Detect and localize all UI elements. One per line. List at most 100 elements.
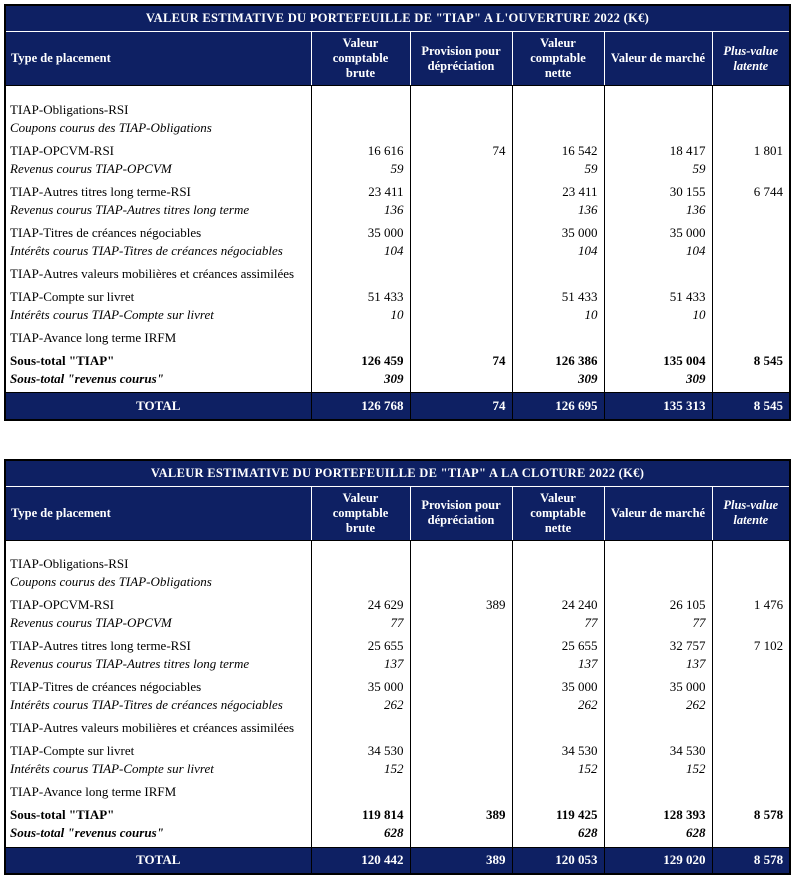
value-cell-0: 59 — [310, 159, 410, 178]
value-cell-0: 35 000 — [310, 223, 410, 242]
value-cell-2: 262 — [511, 696, 604, 714]
row-label: Intérêts courus TIAP-Compte sur livret — [10, 761, 214, 776]
spacer-cell — [711, 540, 791, 555]
spacer-cell — [511, 540, 604, 555]
spacer-cell — [511, 218, 604, 224]
spacer-cell — [310, 346, 410, 352]
spacer-cell — [409, 778, 512, 783]
table-row: TIAP-Titres de créances négociables 35 00… — [5, 678, 791, 696]
value-cell-4 — [711, 783, 791, 801]
row-label: Sous-total "TIAP" — [10, 807, 115, 822]
value-cell-0 — [310, 555, 410, 573]
row-label: TIAP-Obligations-RSI — [10, 556, 129, 571]
value-cell-4 — [711, 328, 791, 347]
row-label: TIAP-Avance long terme IRFM — [10, 329, 177, 345]
row-label: Sous-total "revenus courus" — [10, 825, 164, 840]
spacer-cell — [409, 673, 512, 678]
spacer-row — [5, 282, 791, 288]
table-row: TIAP-OPCVM-RSI 24 629 389 24 240 26 105 1 476 — [5, 596, 791, 614]
value-cell-0: 309 — [310, 369, 410, 388]
total-value-cell-3: 129 020 — [603, 846, 712, 874]
value-cell-4 — [711, 100, 791, 119]
table-row: TIAP-OPCVM-RSI 16 616 74 16 542 18 417 1 801 — [5, 141, 791, 160]
value-cell-2: 309 — [511, 369, 604, 388]
value-cell-1 — [409, 573, 512, 591]
spacer-cell — [511, 632, 604, 637]
spacer-row — [5, 591, 791, 596]
value-cell-1 — [409, 287, 512, 306]
value-cell-1: 74 — [409, 141, 512, 160]
row-label: Coupons courus des TIAP-Obligations — [10, 574, 212, 589]
spacer-cell — [603, 323, 712, 329]
row-label: TIAP-Compte sur livret — [10, 288, 135, 304]
spacer-cell — [310, 632, 410, 637]
spacer-cell — [603, 540, 712, 555]
value-cell-0: 25 655 — [310, 637, 410, 655]
value-cell-3 — [603, 118, 712, 137]
spacer-cell — [310, 218, 410, 224]
spacer-cell — [310, 714, 410, 719]
value-cell-0: 51 433 — [310, 287, 410, 306]
spacer-row — [5, 346, 791, 352]
spacer-cell — [310, 778, 410, 783]
value-cell-0: 35 000 — [310, 678, 410, 696]
spacer-cell — [603, 778, 712, 783]
row-label: TIAP-Avance long terme IRFM — [10, 784, 177, 799]
spacer-cell — [310, 177, 410, 183]
spacer-cell — [409, 282, 512, 288]
spacer-cell — [511, 282, 604, 288]
column-header-5: Plus-value latente — [711, 486, 791, 541]
value-cell-2 — [511, 264, 604, 283]
value-cell-3 — [603, 555, 712, 573]
table-row: TIAP-Obligations-RSI — [5, 100, 791, 119]
spacer-cell — [711, 778, 791, 783]
table-row: TIAP-Avance long terme IRFM — [5, 783, 791, 801]
value-cell-0: 628 — [310, 824, 410, 842]
value-cell-3 — [603, 328, 712, 347]
row-label: TIAP-OPCVM-RSI — [10, 597, 115, 612]
spacer-cell — [310, 323, 410, 329]
value-cell-4: 7 102 — [711, 637, 791, 655]
spacer-cell — [603, 136, 712, 142]
value-cell-2: 119 425 — [511, 806, 604, 824]
value-cell-3: 51 433 — [603, 287, 712, 306]
value-cell-1 — [409, 614, 512, 632]
spacer-cell — [409, 346, 512, 352]
spacer-row — [5, 540, 791, 555]
value-cell-1 — [409, 637, 512, 655]
value-cell-1: 389 — [409, 806, 512, 824]
value-cell-2: 104 — [511, 241, 604, 260]
table-title-row: VALEUR ESTIMATIVE DU PORTEFEUILLE DE "TI… — [5, 459, 791, 487]
spacer-cell — [711, 714, 791, 719]
column-header-0: Type de placement — [5, 486, 311, 541]
value-cell-1 — [409, 760, 512, 778]
column-header-5: Plus-value latente — [711, 31, 791, 86]
spacer-cell — [711, 323, 791, 329]
spacer-cell — [711, 259, 791, 265]
spacer-row — [5, 714, 791, 719]
spacer-cell — [310, 282, 410, 288]
value-cell-1 — [409, 555, 512, 573]
value-cell-0: 137 — [310, 655, 410, 673]
value-cell-4 — [711, 760, 791, 778]
value-cell-1 — [409, 719, 512, 737]
value-cell-1 — [409, 305, 512, 324]
value-cell-2: 628 — [511, 824, 604, 842]
table-row: Revenus courus TIAP-Autres titres long t… — [5, 200, 791, 219]
spacer-cell — [711, 801, 791, 806]
value-cell-0: 104 — [310, 241, 410, 260]
row-label: TIAP-Autres titres long terme-RSI — [10, 638, 191, 653]
spacer-cell — [511, 801, 604, 806]
table-row: TIAP-Autres valeurs mobilières et créanc… — [5, 264, 791, 283]
value-cell-2 — [511, 328, 604, 347]
spacer-cell — [511, 136, 604, 142]
column-header-1: Valeur comptable brute — [310, 486, 410, 541]
total-value-cell-4: 8 578 — [711, 846, 791, 874]
spacer-cell — [409, 591, 512, 596]
spacer-cell — [310, 540, 410, 555]
spacer-cell — [603, 346, 712, 352]
value-cell-3: 152 — [603, 760, 712, 778]
value-cell-1 — [409, 369, 512, 388]
column-header-3: Valeur comptable nette — [511, 31, 604, 86]
spacer-row — [5, 778, 791, 783]
